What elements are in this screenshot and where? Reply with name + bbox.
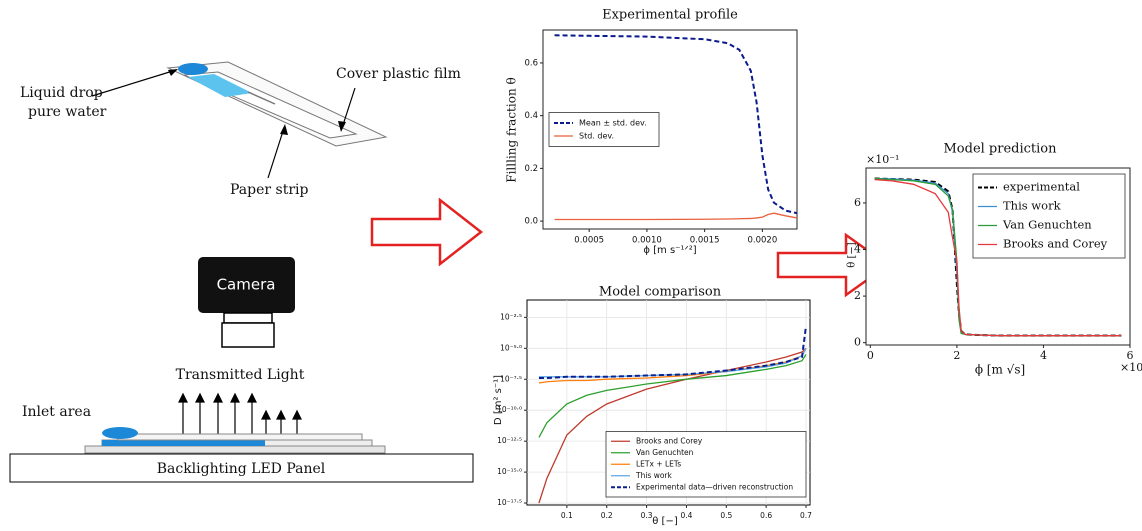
legend-label: experimental <box>1003 180 1080 194</box>
pointer <box>91 69 177 97</box>
drop <box>102 427 138 439</box>
y-tick-label: 10⁻²·⁵ <box>500 312 522 321</box>
y-tick-label: 10⁻⁵·⁰ <box>500 343 522 352</box>
x-tick-label: 0.6 <box>760 511 772 520</box>
series-line <box>554 212 798 221</box>
label: Cover plastic film <box>336 66 461 82</box>
legend-label: This work <box>635 471 673 480</box>
y-tick-label: 0.6 <box>524 58 538 68</box>
y-tick-label: 10⁻¹⁵·⁰ <box>497 467 522 476</box>
legend-label: Van Genuchten <box>636 448 694 457</box>
pointer-head <box>280 124 288 135</box>
lens <box>221 322 275 348</box>
label: Inlet area <box>22 404 91 420</box>
pointer-head <box>338 121 346 132</box>
y-tick-label: 6 <box>854 196 861 209</box>
x-tick-label: 0.0020 <box>747 236 777 246</box>
y-axis-label: Fillling fraction θ <box>505 77 519 182</box>
camera-body <box>198 257 295 313</box>
x-axis-label: θ [−] <box>652 516 678 527</box>
y-tick-label: 2 <box>854 289 861 302</box>
legend-frame <box>605 431 807 498</box>
label: Paper strip <box>230 182 309 198</box>
x-tick-label: 4 <box>1040 349 1047 362</box>
legend-label: This work <box>1003 199 1062 213</box>
y-tick-label: 0 <box>854 336 861 349</box>
wet-region <box>188 74 252 97</box>
x-tick-label: 0.0015 <box>690 236 720 246</box>
pointer <box>267 127 285 179</box>
flow-arrow <box>247 91 276 105</box>
series-line <box>538 325 808 379</box>
label: Camera <box>217 276 276 294</box>
led-panel <box>9 453 474 483</box>
chart: 0.1 0.2 0.3 0.4 0.5 0.6 0.7 10⁻²·⁵ 10⁻⁵·⁰ 10⁻⁷·⁵ 1… <box>493 285 812 528</box>
chart-title: Experimental profile <box>602 8 738 23</box>
x-axis-label: ϕ [m s⁻¹ᐟ²] <box>643 245 696 256</box>
x-tick-label: 0.3 <box>641 511 653 520</box>
series-line <box>874 178 1122 337</box>
legend-label: Brooks and Corey <box>636 436 703 445</box>
label: pure water <box>28 104 107 120</box>
legend-label: Van Genuchten <box>1002 218 1092 232</box>
label: Transmitted Light <box>176 367 305 383</box>
series-line <box>538 347 807 504</box>
pointer-head <box>168 69 178 76</box>
y-tick-label: 0.0 <box>524 217 538 227</box>
y-tick-label: 10⁻¹⁰·⁰ <box>497 405 522 414</box>
charts: 0.0005 0.0010 0.0015 0.0020 0.0 0.2 0.4 0.6 Expe… <box>493 8 1142 528</box>
legend-label: Brooks and Corey <box>1003 237 1108 251</box>
y-tick-label: 10⁻¹²·⁵ <box>497 436 522 445</box>
legend-frame <box>548 112 660 147</box>
x-tick-label: 0.7 <box>800 511 812 520</box>
series-line <box>538 354 807 438</box>
x-tick-label: 0.0005 <box>574 236 604 246</box>
y-tick-label: 4 <box>854 243 861 256</box>
label: Backlighting LED Panel <box>157 461 326 477</box>
y-axis-label: D [m² s⁻¹] <box>493 375 504 425</box>
x-tick-label: 0.1 <box>561 511 573 520</box>
x-tick-label: 0 <box>867 349 874 362</box>
x-tick-label: 0.5 <box>720 511 732 520</box>
x-tick-label: 0.0010 <box>632 236 662 246</box>
x-axis-label: ϕ [m √s] <box>975 363 1025 377</box>
chart: 0 2 4 6 0 2 4 6 Model prediction ϕ [m √s] θ [−] ×10… <box>847 142 1142 377</box>
chart-title: Model prediction <box>943 142 1057 157</box>
x-offset: ×10⁻³ <box>1120 361 1142 374</box>
y-tick-label: 10⁻¹⁷·⁵ <box>497 498 522 507</box>
drop <box>178 63 208 75</box>
y-tick-label: 0.4 <box>524 111 538 121</box>
series-line <box>554 34 798 215</box>
layer <box>84 445 386 454</box>
x-tick-label: 6 <box>1127 349 1134 362</box>
y-offset: ×10⁻¹ <box>866 153 899 166</box>
label: Liquid drop <box>20 85 103 101</box>
wet-layer <box>102 440 265 446</box>
lens <box>223 312 273 324</box>
flow-arrow <box>370 197 484 267</box>
x-tick-label: 0.4 <box>680 511 692 520</box>
light-arrows <box>178 392 302 434</box>
pointer <box>341 87 356 129</box>
layer <box>117 433 363 441</box>
legend-label: Experimental data—driven reconstruction <box>636 482 793 491</box>
y-tick-label: 10⁻⁷·⁵ <box>500 374 522 383</box>
chart-title: Model comparison <box>599 285 722 300</box>
chart: 0.0005 0.0010 0.0015 0.0020 0.0 0.2 0.4 0.6 Expe… <box>505 8 798 256</box>
legend-label: Std. dev. <box>579 132 614 141</box>
legend-label: LETx + LETs <box>636 459 681 468</box>
x-tick-label: 2 <box>953 349 960 362</box>
y-axis-label: θ [−] <box>847 242 858 267</box>
legend-label: Mean ± std. dev. <box>579 119 647 128</box>
y-tick-label: 0.2 <box>524 164 538 174</box>
x-tick-label: 0.2 <box>601 511 613 520</box>
legend-frame <box>972 173 1126 259</box>
